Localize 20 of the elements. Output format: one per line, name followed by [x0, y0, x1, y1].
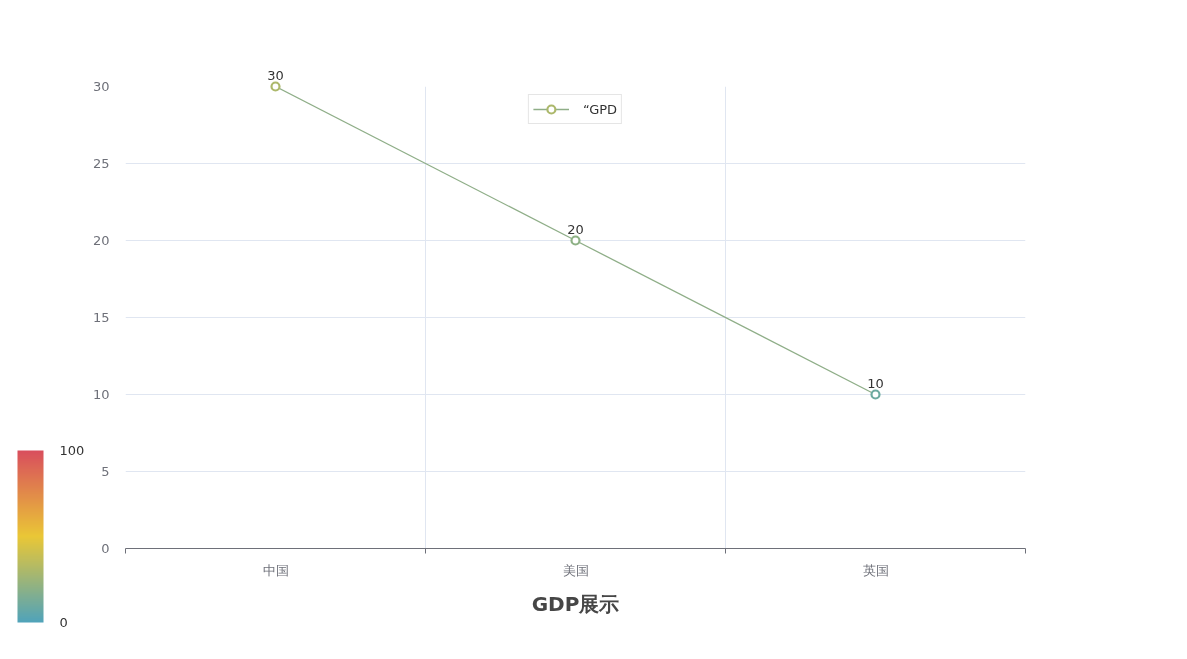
y-tick-label: 20	[92, 233, 110, 248]
x-tick-label: 英国	[862, 562, 889, 578]
data-label: 10	[867, 375, 884, 391]
text: GDP展示	[531, 591, 620, 616]
point	[570, 235, 581, 246]
data-label: 20	[567, 221, 584, 237]
x-tick-label: 中国	[262, 562, 289, 578]
point	[270, 81, 281, 92]
color-bar-label: 100	[59, 443, 85, 458]
color-bar-label: 0	[59, 615, 68, 630]
legend-label: “GPD	[582, 101, 618, 117]
y-tick-label: 30	[92, 79, 110, 94]
data-label: 30	[267, 67, 284, 83]
x-tick-label: 美国	[562, 562, 589, 578]
y-tick-label: 25	[92, 156, 110, 171]
point	[870, 389, 881, 400]
y-tick-label: 0	[101, 541, 110, 556]
y-tick-label: 10	[92, 387, 110, 402]
y-tick-label: 15	[92, 310, 110, 325]
y-tick-label: 5	[101, 464, 110, 479]
